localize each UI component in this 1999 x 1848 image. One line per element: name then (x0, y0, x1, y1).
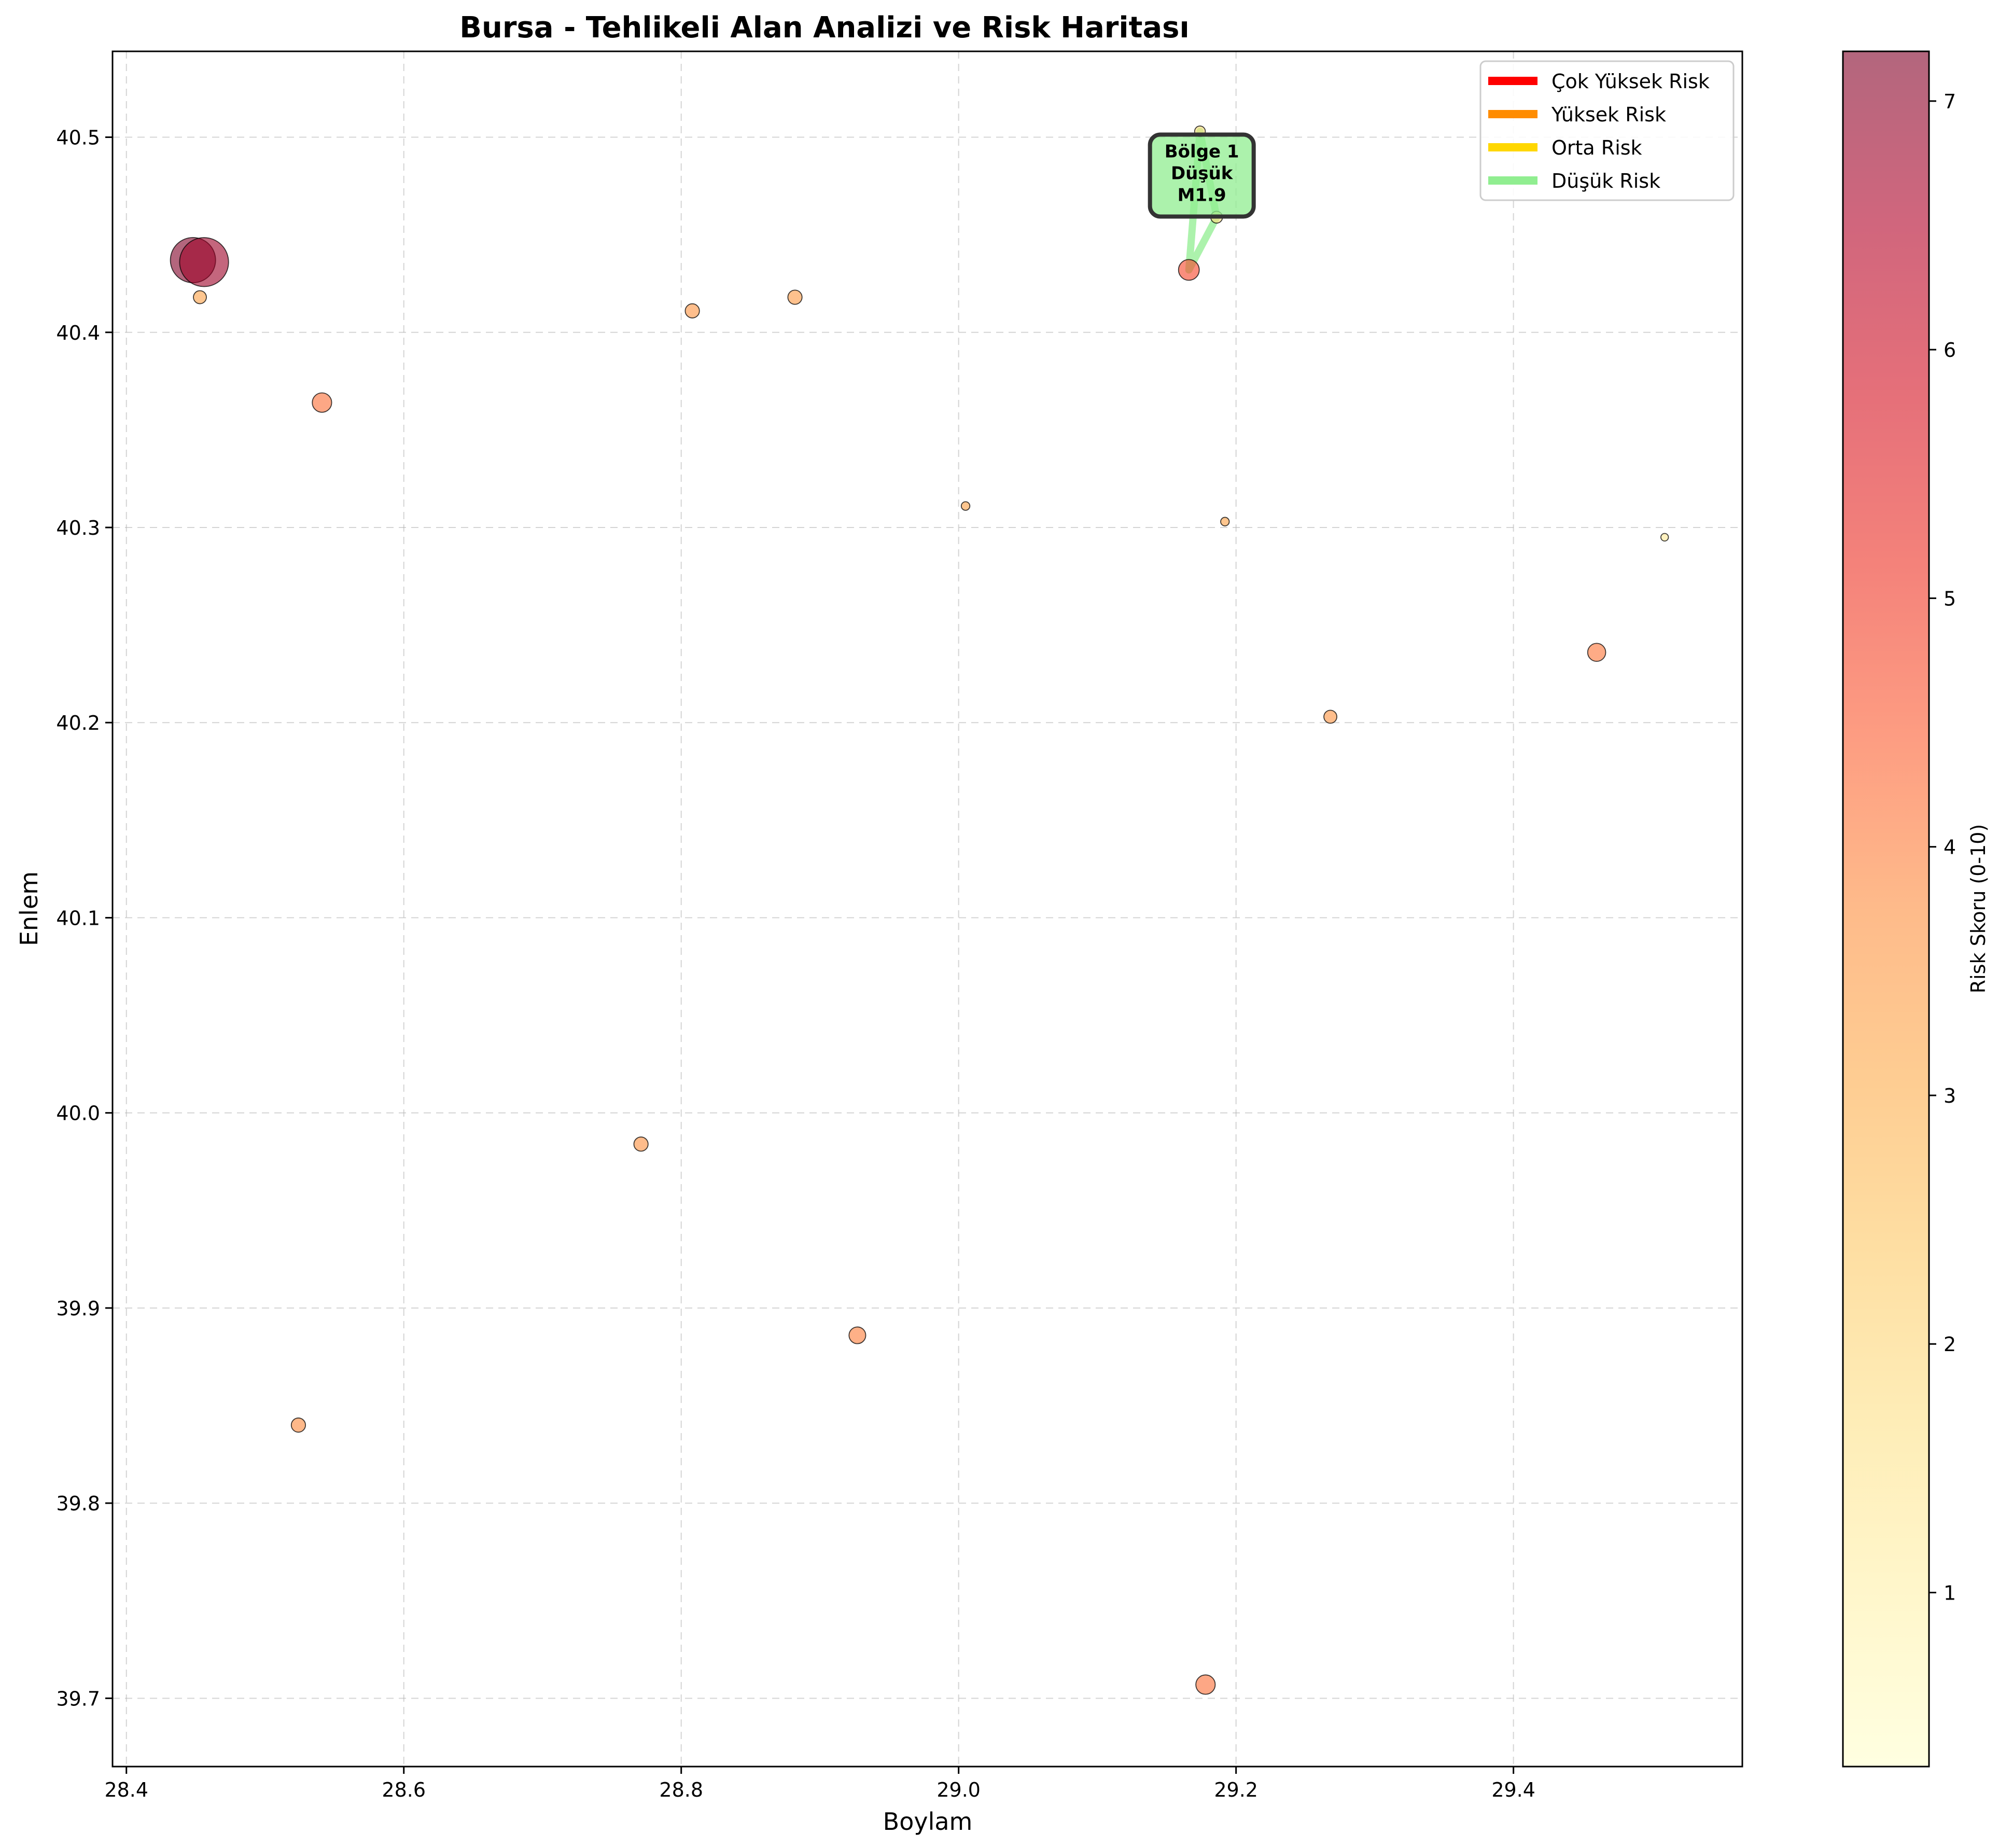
x-axis-label: Boylam (883, 1808, 973, 1836)
zone-label-box (1148, 132, 1256, 219)
x-axis-ticks: 28.4 28.6 28.8 29.0 29.2 29.4 (104, 1767, 1535, 1801)
risk-point (312, 392, 332, 413)
plot-area (111, 50, 1743, 1768)
risk-point (1323, 710, 1337, 724)
x-tick-label: 28.8 (659, 1778, 703, 1801)
zone-label-text: Bölge 1 (1165, 141, 1239, 162)
y-tick-label: 39.9 (56, 1297, 100, 1320)
x-tick-label: 29.2 (1214, 1778, 1258, 1801)
legend-entry-label: Yüksek Risk (1551, 103, 1666, 126)
legend-entry-label: Çok Yüksek Risk (1551, 70, 1710, 93)
x-tick-label: 29.0 (936, 1778, 981, 1801)
legend-entry-label: Orta Risk (1551, 136, 1642, 159)
colorbar-tick-label: 1 (1944, 1582, 1956, 1605)
x-tick-label: 29.4 (1491, 1778, 1535, 1801)
colorbar-tick-label: 6 (1944, 339, 1956, 362)
y-tick-label: 39.7 (56, 1687, 100, 1710)
colorbar-frame (1842, 50, 1930, 1768)
x-tick-label: 28.4 (104, 1778, 148, 1801)
zone-label-text: M1.9 (1178, 185, 1226, 205)
y-tick-label: 40.0 (56, 1102, 100, 1125)
risk-point (1587, 643, 1606, 662)
grid-lines (113, 51, 1742, 1767)
legend: Çok Yüksek Risk Yüksek Risk Orta Risk Düşük… (1479, 60, 1735, 201)
risk-point (179, 237, 229, 287)
risk-point (684, 303, 700, 318)
chart-title: Bursa - Tehlikeli Alan Analizi ve Risk H… (459, 11, 1189, 45)
risk-point (960, 501, 971, 511)
y-tick-label: 39.8 (56, 1492, 100, 1515)
colorbar-tick-label: 3 (1944, 1085, 1956, 1107)
colorbar-tick-label: 2 (1944, 1333, 1956, 1356)
y-tick-label: 40.2 (56, 712, 100, 734)
y-axis-label: Enlem (15, 871, 43, 946)
x-tick-label: 28.6 (382, 1778, 426, 1801)
risk-point (787, 289, 803, 305)
colorbar-label: Risk Skoru (0-10) (1967, 824, 1990, 994)
data-points (170, 126, 1669, 1695)
zone-label-text: Düşük (1171, 163, 1234, 184)
y-tick-label: 40.4 (56, 322, 100, 344)
y-axis-ticks: 39.7 39.8 39.9 40.0 40.1 40.2 40.3 40.4 40.5 (56, 127, 113, 1710)
legend-box (1479, 60, 1735, 201)
risk-point (290, 1418, 306, 1433)
risk-point (1660, 533, 1669, 541)
colorbar-gradient (1843, 51, 1929, 1767)
risk-point (1220, 517, 1230, 526)
colorbar-tick-label: 5 (1944, 587, 1956, 610)
risk-point (1195, 1674, 1216, 1695)
y-tick-label: 40.5 (56, 127, 100, 149)
risk-point (1178, 259, 1200, 281)
colorbar-tick-label: 7 (1944, 90, 1956, 113)
legend-entry-label: Düşük Risk (1551, 170, 1660, 192)
y-tick-label: 40.3 (56, 517, 100, 539)
risk-point (633, 1136, 649, 1152)
risk-point (193, 290, 207, 304)
risk-point (848, 1326, 866, 1344)
colorbar-tick-label: 4 (1944, 836, 1956, 859)
y-tick-label: 40.1 (56, 907, 100, 929)
colorbar: 1 2 3 4 5 6 7 Risk Skoru (0-10) (1842, 50, 1990, 1768)
